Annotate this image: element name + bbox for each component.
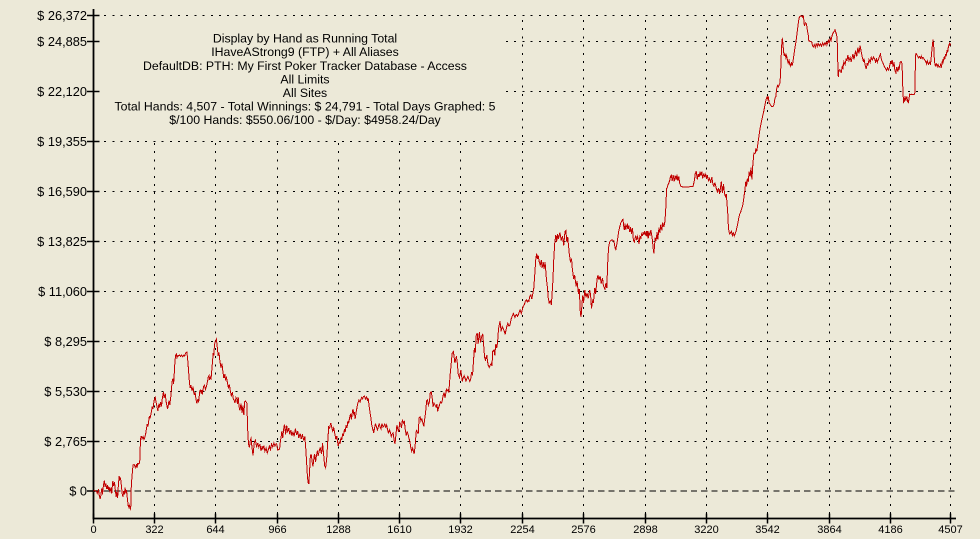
svg-text:$ 16,590: $ 16,590	[37, 184, 87, 199]
svg-text:Display by Hand as Running Tot: Display by Hand as Running Total	[213, 32, 397, 46]
svg-text:644: 644	[206, 524, 224, 536]
svg-text:Total Hands: 4,507 - Total Win: Total Hands: 4,507 - Total Winnings: $ 2…	[115, 100, 496, 114]
svg-text:2576: 2576	[571, 524, 595, 536]
svg-text:$ 0: $ 0	[69, 483, 87, 498]
svg-text:2254: 2254	[510, 524, 534, 536]
svg-text:$ 19,355: $ 19,355	[37, 134, 87, 149]
svg-text:2898: 2898	[633, 524, 657, 536]
svg-text:966: 966	[268, 524, 286, 536]
svg-text:1932: 1932	[448, 524, 472, 536]
svg-text:322: 322	[145, 524, 163, 536]
svg-text:$ 22,120: $ 22,120	[37, 84, 87, 99]
svg-text:$ 26,372: $ 26,372	[37, 8, 87, 23]
svg-text:$ 11,060: $ 11,060	[38, 284, 87, 299]
svg-text:DefaultDB: PTH: My First Poker: DefaultDB: PTH: My First Poker Tracker D…	[143, 59, 467, 73]
svg-text:All Limits: All Limits	[280, 72, 329, 86]
svg-text:1610: 1610	[387, 524, 411, 536]
svg-text:All Sites: All Sites	[283, 86, 327, 100]
svg-text:$ 8,295: $ 8,295	[44, 334, 87, 349]
svg-text:3864: 3864	[817, 524, 841, 536]
svg-text:$/100 Hands: $550.06/100 - $/D: $/100 Hands: $550.06/100 - $/Day: $4958.…	[169, 113, 441, 127]
svg-text:4186: 4186	[878, 524, 902, 536]
svg-text:$ 24,885: $ 24,885	[37, 34, 87, 49]
svg-text:$ 2,765: $ 2,765	[44, 434, 87, 449]
svg-text:4507: 4507	[938, 524, 962, 536]
svg-text:$ 13,825: $ 13,825	[37, 234, 87, 249]
svg-text:1288: 1288	[326, 524, 350, 536]
svg-text:3542: 3542	[755, 524, 779, 536]
svg-text:3220: 3220	[694, 524, 718, 536]
svg-text:IHaveAStrong9 (FTP) + All Alia: IHaveAStrong9 (FTP) + All Aliases	[211, 45, 399, 59]
svg-text:$ 5,530: $ 5,530	[44, 384, 87, 399]
svg-text:0: 0	[90, 524, 96, 536]
